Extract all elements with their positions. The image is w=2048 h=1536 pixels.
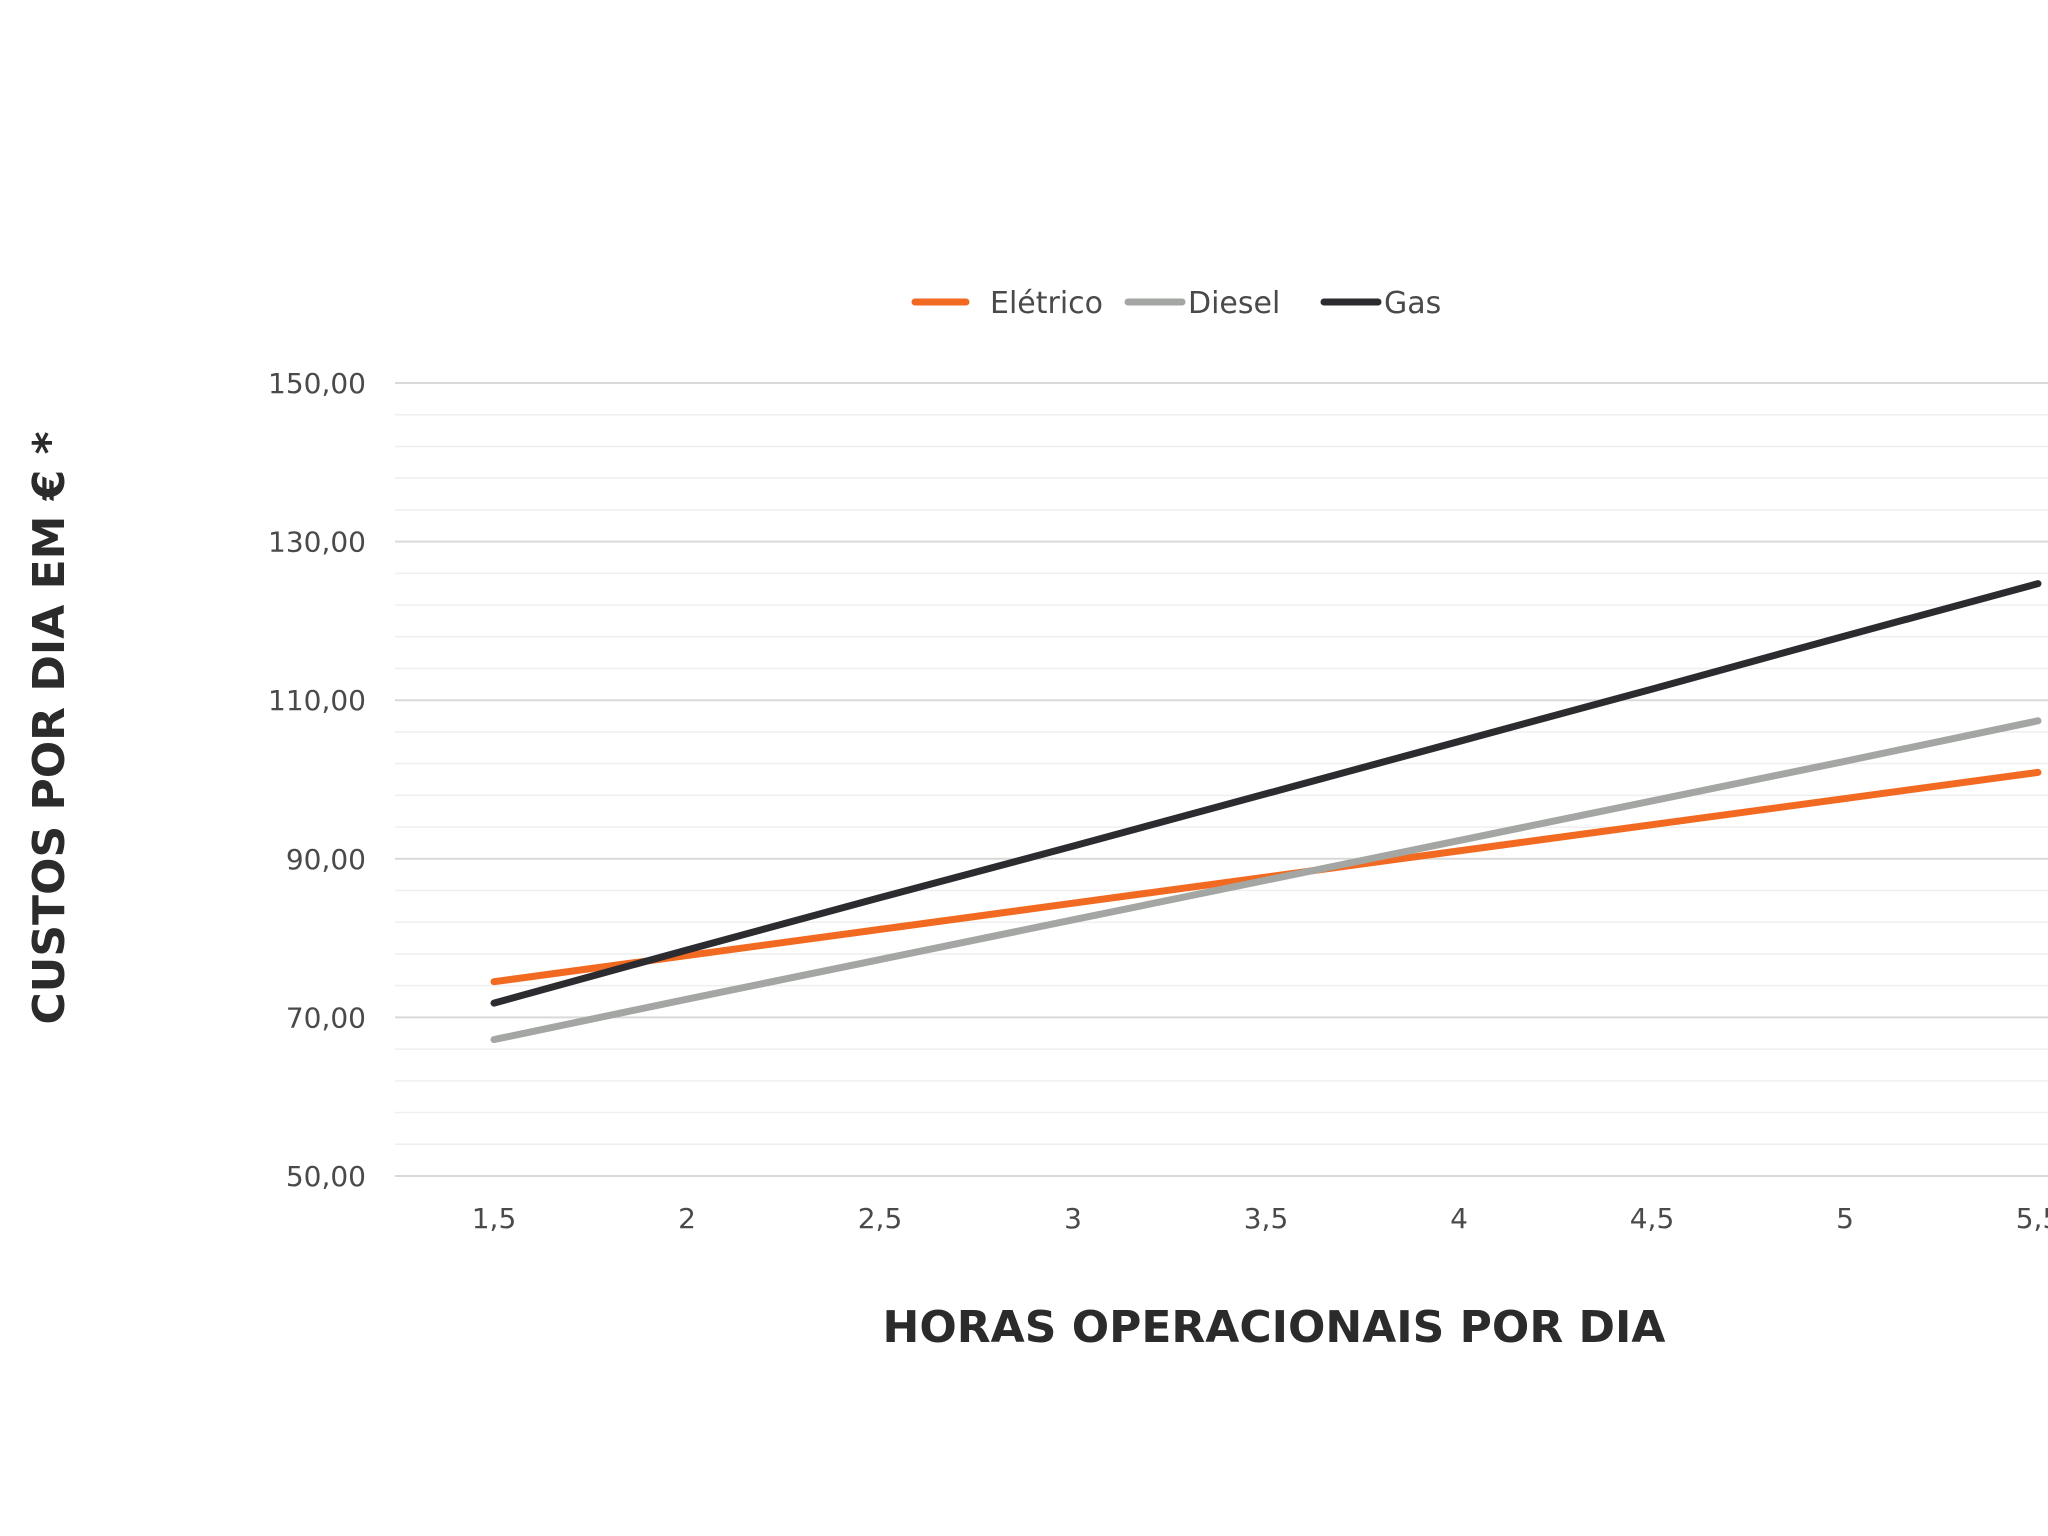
y-tick-label: 90,00 xyxy=(286,843,366,876)
x-tick-label: 3 xyxy=(1064,1202,1082,1235)
legend-label: Diesel xyxy=(1188,286,1280,321)
y-axis-ticks: 50,00 70,00 90,00 110,00 130,00 150,00 xyxy=(268,367,366,1193)
x-tick-label: 4,5 xyxy=(1630,1202,1675,1235)
y-tick-label: 110,00 xyxy=(268,684,366,717)
x-tick-label: 2,5 xyxy=(858,1202,903,1235)
y-tick-label: 70,00 xyxy=(286,1001,366,1034)
y-tick-label: 50,00 xyxy=(286,1160,366,1193)
legend-label: Elétrico xyxy=(990,286,1103,321)
y-tick-label: 150,00 xyxy=(268,367,366,400)
series-line-diesel xyxy=(490,717,2042,1044)
series-line-gas xyxy=(490,580,2042,1007)
legend-label: Gas xyxy=(1384,286,1441,321)
x-axis-title: HORAS OPERACIONAIS POR DIA xyxy=(883,1302,1666,1353)
x-tick-label: 4 xyxy=(1450,1202,1468,1235)
gridlines xyxy=(395,382,2048,1177)
x-axis-ticks: 1,5 2 2,5 3 3,5 4 4,5 5 5,5 xyxy=(472,1202,2048,1235)
x-tick-label: 2 xyxy=(678,1202,696,1235)
x-tick-label: 5,5 xyxy=(2016,1202,2048,1235)
x-tick-label: 5 xyxy=(1836,1202,1854,1235)
legend: Elétrico Diesel Gas xyxy=(911,286,1441,321)
series-lines xyxy=(490,580,2042,1044)
y-tick-label: 130,00 xyxy=(268,526,366,559)
x-tick-label: 1,5 xyxy=(472,1202,517,1235)
x-tick-label: 3,5 xyxy=(1244,1202,1289,1235)
y-axis-title: CUSTOS POR DIA EM € * xyxy=(24,431,75,1024)
